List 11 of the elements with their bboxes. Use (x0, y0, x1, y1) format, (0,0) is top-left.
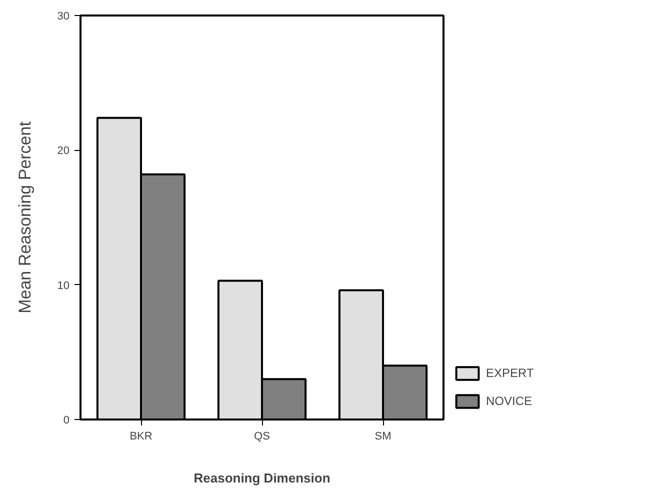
y-tick-label: 10 (57, 280, 70, 292)
y-tick-label: 30 (57, 10, 70, 22)
x-tick-label: QS (254, 430, 270, 442)
x-tick-label: BKR (130, 430, 152, 442)
x-axis-title: Reasoning Dimension (194, 470, 330, 486)
x-tick-label: SM (374, 430, 392, 442)
y-tick-label: 0 (63, 414, 70, 426)
legend-label: NOVICE (486, 394, 532, 408)
legend-label: EXPERT (486, 366, 534, 380)
y-axis-title: Mean Reasoning Percent (15, 121, 34, 314)
y-tick-label: 20 (57, 145, 70, 158)
